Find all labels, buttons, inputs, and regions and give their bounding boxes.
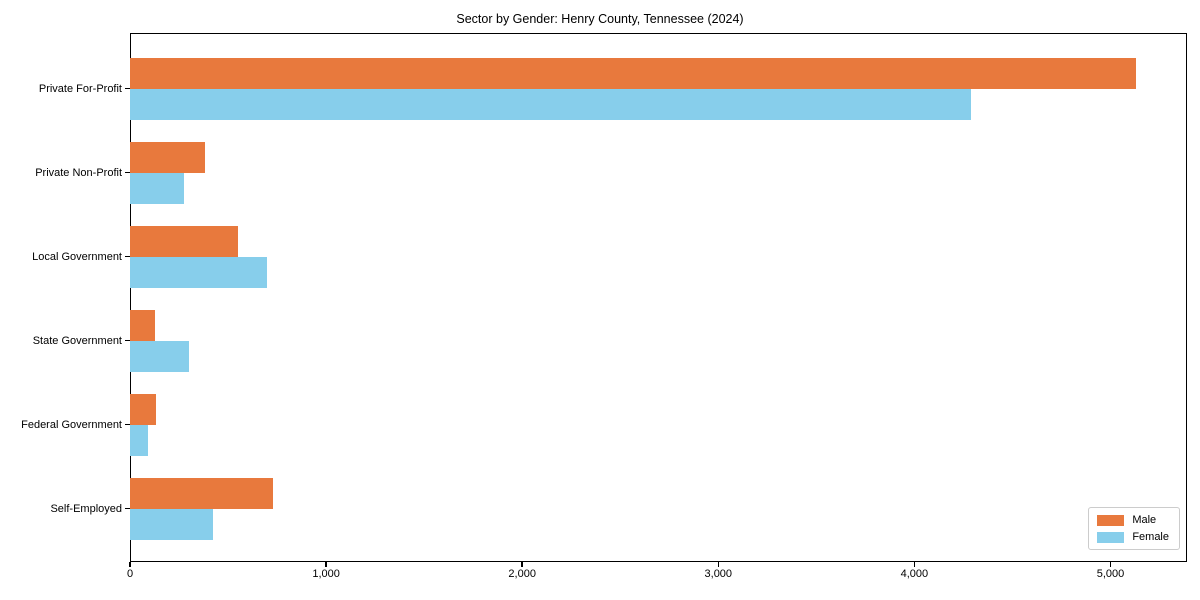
y-tick-label: Local Government <box>32 250 122 263</box>
x-tick-mark <box>717 562 719 567</box>
bar-female-private-for-profit <box>130 88 972 120</box>
y-tick-mark <box>125 171 130 174</box>
y-tick-label: Private For-Profit <box>38 82 122 95</box>
bar-male-local-government <box>130 225 238 257</box>
y-tick-label: Private Non-Profit <box>35 166 122 179</box>
y-tick-mark <box>125 423 130 426</box>
bar-female-local-government <box>130 256 268 288</box>
legend: Male Female <box>1088 507 1180 550</box>
y-tick-mark <box>125 507 130 510</box>
x-tick-label: 2,000 <box>508 568 536 580</box>
y-tick-mark <box>125 255 130 258</box>
bar-male-private-non-profit <box>130 141 206 173</box>
x-tick-mark <box>325 562 327 567</box>
y-tick-mark <box>125 87 130 90</box>
x-tick-mark <box>129 562 131 567</box>
legend-label: Male <box>1132 514 1157 526</box>
bar-male-self-employed <box>130 477 274 509</box>
legend-item-male: Male <box>1097 514 1169 526</box>
legend-swatch-male <box>1097 514 1125 526</box>
bar-male-private-for-profit <box>130 57 1136 89</box>
bar-male-federal-government <box>130 393 157 425</box>
x-tick-label: 0 <box>126 568 134 580</box>
bar-female-state-government <box>130 340 189 372</box>
x-tick-label: 3,000 <box>704 568 733 580</box>
plot-area <box>130 33 1187 562</box>
y-tick-mark <box>125 339 130 342</box>
y-tick-label: Federal Government <box>21 418 122 431</box>
x-tick-label: 1,000 <box>312 568 340 580</box>
legend-item-female: Female <box>1097 531 1169 543</box>
bar-female-private-non-profit <box>130 172 184 204</box>
y-tick-label: Self-Employed <box>50 502 122 515</box>
x-tick-label: 4,000 <box>900 568 929 580</box>
legend-swatch-female <box>1097 531 1125 543</box>
bar-female-self-employed <box>130 508 214 540</box>
x-tick-mark <box>521 562 523 567</box>
chart-title: Sector by Gender: Henry County, Tennesse… <box>456 12 744 26</box>
bar-male-state-government <box>130 309 155 341</box>
y-tick-label: State Government <box>32 334 122 347</box>
x-tick-mark <box>1109 562 1112 567</box>
bar-female-federal-government <box>130 424 148 456</box>
legend-label: Female <box>1132 531 1169 543</box>
x-tick-label: 5,000 <box>1096 568 1125 580</box>
x-tick-mark <box>913 562 916 567</box>
